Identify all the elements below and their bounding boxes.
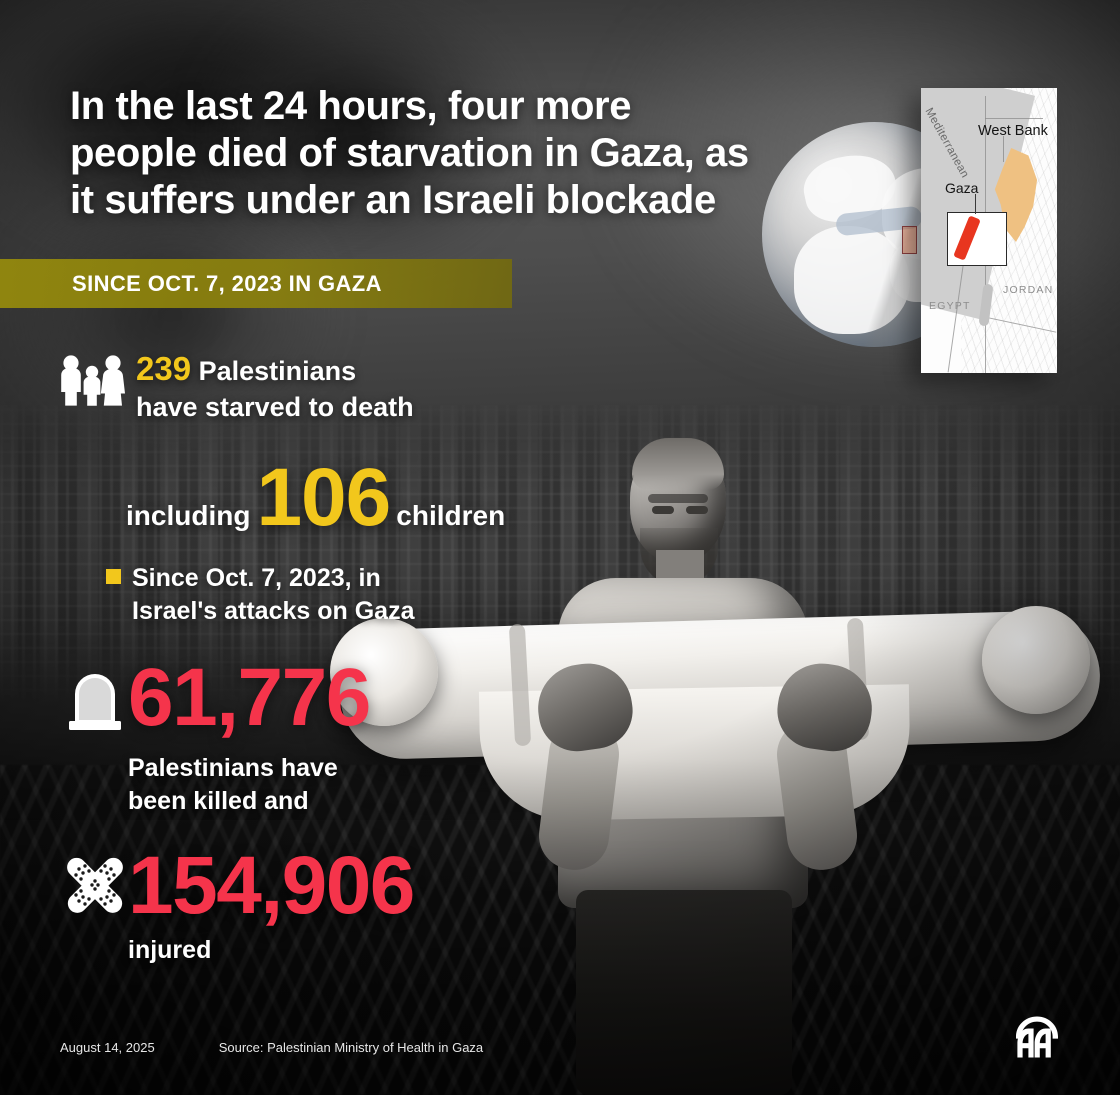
attacks-note-line1: Since Oct. 7, 2023, in — [132, 564, 381, 592]
headline-line-3: it suffers under an Israeli blockade — [70, 177, 716, 222]
map-border-line-2 — [985, 118, 1043, 119]
headline-line-2: people died of starvation in Gaza, as — [70, 130, 749, 175]
family-icon — [61, 355, 125, 406]
killed-label-line1: Palestinians have — [128, 754, 338, 782]
stat-children: including 106 children — [126, 452, 506, 543]
footer-date: August 14, 2025 — [60, 1040, 155, 1055]
yellow-square-bullet-icon — [106, 569, 121, 584]
map-label-gaza: Gaza — [945, 180, 979, 196]
banner-label: SINCE OCT. 7, 2023 IN GAZA — [72, 270, 382, 296]
map-inset: Mediterranean West Bank Gaza JORDAN EGYP… — [921, 88, 1057, 373]
starved-count: 239 — [136, 350, 192, 387]
injured-count: 154,906 — [128, 840, 415, 931]
map-west-bank-leader-line — [1003, 136, 1005, 162]
footer: August 14, 2025 Source: Palestinian Mini… — [60, 1040, 483, 1055]
killed-count: 61,776 — [128, 652, 371, 743]
starved-label-inline: Palestinians — [198, 356, 357, 386]
headline: In the last 24 hours, four more people d… — [70, 83, 770, 223]
killed-label-line2: been killed and — [128, 786, 309, 815]
map-label-west-bank: West Bank — [978, 123, 1048, 139]
children-suffix: children — [396, 500, 506, 531]
map-label-egypt: EGYPT — [929, 300, 971, 312]
tombstone-icon — [69, 674, 121, 730]
children-count: 106 — [256, 452, 391, 543]
injured-label: injured — [128, 936, 212, 964]
aa-logo — [1016, 1016, 1058, 1058]
attacks-note: Since Oct. 7, 2023, in Israel's attacks … — [106, 562, 414, 627]
killed-label: Palestinians have been killed and — [128, 752, 338, 817]
attacks-note-line2: Israel's attacks on Gaza — [132, 596, 415, 625]
globe-location-marker — [902, 226, 917, 254]
map-gaza-leader-line — [975, 194, 977, 214]
map-label-jordan: JORDAN — [1003, 284, 1054, 296]
since-date-banner: SINCE OCT. 7, 2023 IN GAZA — [0, 259, 512, 308]
headline-line-1: In the last 24 hours, four more — [70, 84, 632, 128]
children-prefix: including — [126, 500, 251, 531]
bandage-icon — [67, 857, 123, 913]
starved-text: 239 Palestinians have starved to death — [136, 348, 414, 425]
starved-label-line2: have starved to death — [136, 392, 414, 423]
footer-source: Source: Palestinian Ministry of Health i… — [218, 1040, 484, 1055]
